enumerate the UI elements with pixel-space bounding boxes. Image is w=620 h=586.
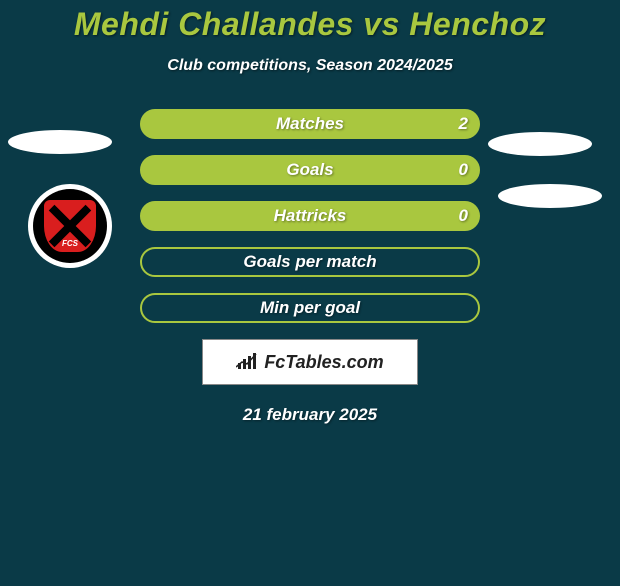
player1-club-badge: FCS <box>28 184 112 268</box>
vs-text: vs <box>363 6 400 42</box>
comparison-title: Mehdi Challandes vs Henchoz <box>0 6 620 43</box>
stat-value-right: 2 <box>459 114 468 134</box>
stat-label: Min per goal <box>260 298 360 318</box>
stat-label: Hattricks <box>274 206 347 226</box>
stat-row: Goals per match <box>140 247 480 277</box>
brand-text: FcTables.com <box>264 352 383 373</box>
stat-label: Matches <box>276 114 344 134</box>
stat-row: Hattricks 0 <box>140 201 480 231</box>
stat-value-right: 0 <box>459 206 468 226</box>
stats-table: Matches 2 Goals 0 Hattricks 0 Goals per match M… <box>140 109 480 323</box>
stat-row: Min per goal <box>140 293 480 323</box>
brand-watermark: FcTables.com <box>202 339 418 385</box>
stat-label: Goals <box>286 160 333 180</box>
player1-name: Mehdi Challandes <box>74 6 354 42</box>
stat-row: Matches 2 <box>140 109 480 139</box>
stat-value-right: 0 <box>459 160 468 180</box>
stat-label: Goals per match <box>243 252 376 272</box>
subtitle: Club competitions, Season 2024/2025 <box>0 57 620 75</box>
date-text: 21 february 2025 <box>0 405 620 425</box>
stat-row: Goals 0 <box>140 155 480 185</box>
player2-name: Henchoz <box>409 6 546 42</box>
player2-club-avatar <box>498 184 602 208</box>
player1-avatar <box>8 130 112 154</box>
brand-chart-icon <box>236 353 258 371</box>
player2-avatar <box>488 132 592 156</box>
